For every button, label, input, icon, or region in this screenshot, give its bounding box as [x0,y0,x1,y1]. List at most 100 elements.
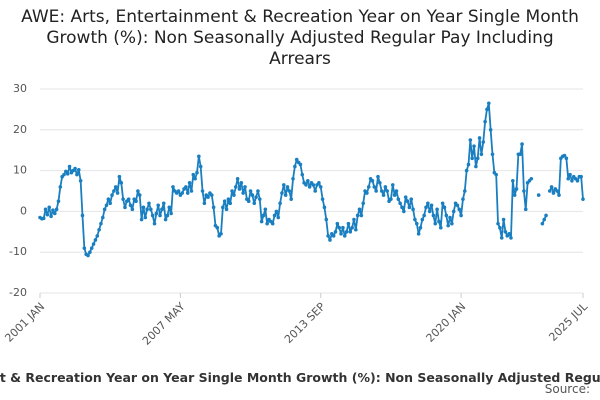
point [370,179,375,183]
point [78,179,83,183]
y-tick-label: -20 [9,286,27,299]
point [187,181,192,185]
point [176,189,181,193]
point [270,221,275,226]
point [41,216,46,221]
point [457,207,462,212]
point [257,197,262,201]
point [185,191,190,195]
source-label: Source: [545,382,590,396]
point [198,164,203,169]
x-tick-label: 2007 MAY [140,300,188,348]
point [511,179,515,183]
point [342,234,347,238]
point [51,208,55,212]
point [324,217,329,222]
point [300,172,305,177]
point [161,201,166,206]
point [472,144,476,148]
point [416,232,421,236]
point [54,207,59,212]
point [398,201,402,206]
point [479,152,484,157]
point [394,189,399,193]
point [195,170,199,175]
x-axis: 2001 JAN 2007 MAY 2013 SEP 2020 JAN 2025 JUL [2,293,591,348]
point [163,217,168,222]
point [189,189,194,193]
point [335,221,340,226]
point [466,162,471,167]
point [239,181,244,185]
point [246,199,251,203]
point [374,189,378,193]
point [418,225,423,230]
point [522,189,526,193]
point [252,201,257,206]
point [215,225,220,230]
chart-title: AWE: Arts, Entertainment & Recreation Ye… [21,7,579,69]
point [52,211,57,216]
point [405,199,410,203]
point [99,221,103,226]
point [156,203,161,208]
point [426,201,430,206]
point [352,217,356,222]
point [474,164,478,169]
point [45,212,50,217]
point [390,183,395,187]
point [402,209,406,214]
point [464,168,469,173]
point [422,213,426,218]
point [514,187,519,191]
point [341,225,345,230]
point [165,213,170,218]
point [427,209,432,214]
point [549,185,554,189]
point [383,185,388,189]
point [49,214,53,219]
title-line: Arrears [269,49,331,69]
title-line: Growth (%): Non Seasonally Adjusted Regu… [46,28,553,48]
point [392,193,397,197]
point [47,205,52,210]
x-tick-label: 2020 JAN [424,300,469,345]
point [281,183,286,187]
point [43,207,48,212]
point [272,213,277,218]
point [575,179,580,183]
point [462,189,467,193]
point [145,207,149,212]
point [76,167,81,172]
point [461,197,465,201]
point [328,238,332,242]
point [477,136,482,140]
point [512,193,517,197]
point [481,140,486,144]
point [378,181,382,185]
point [58,185,63,189]
point [555,189,559,193]
x-tick-label: 2001 JAN [2,300,47,345]
point [566,176,571,181]
point [280,191,284,195]
point [232,193,236,197]
point [143,215,148,220]
point [376,174,380,179]
point [293,164,297,169]
point [93,238,98,242]
point [128,203,133,208]
point [509,236,513,240]
point [547,189,552,193]
point [150,213,155,218]
point [499,236,504,240]
point [149,207,153,212]
x-tick-label: 2013 SEP [282,300,328,346]
point [221,205,225,210]
point [113,185,118,189]
point [62,172,66,177]
point [137,193,142,197]
point [424,205,428,210]
point [289,197,293,201]
point [100,215,105,220]
